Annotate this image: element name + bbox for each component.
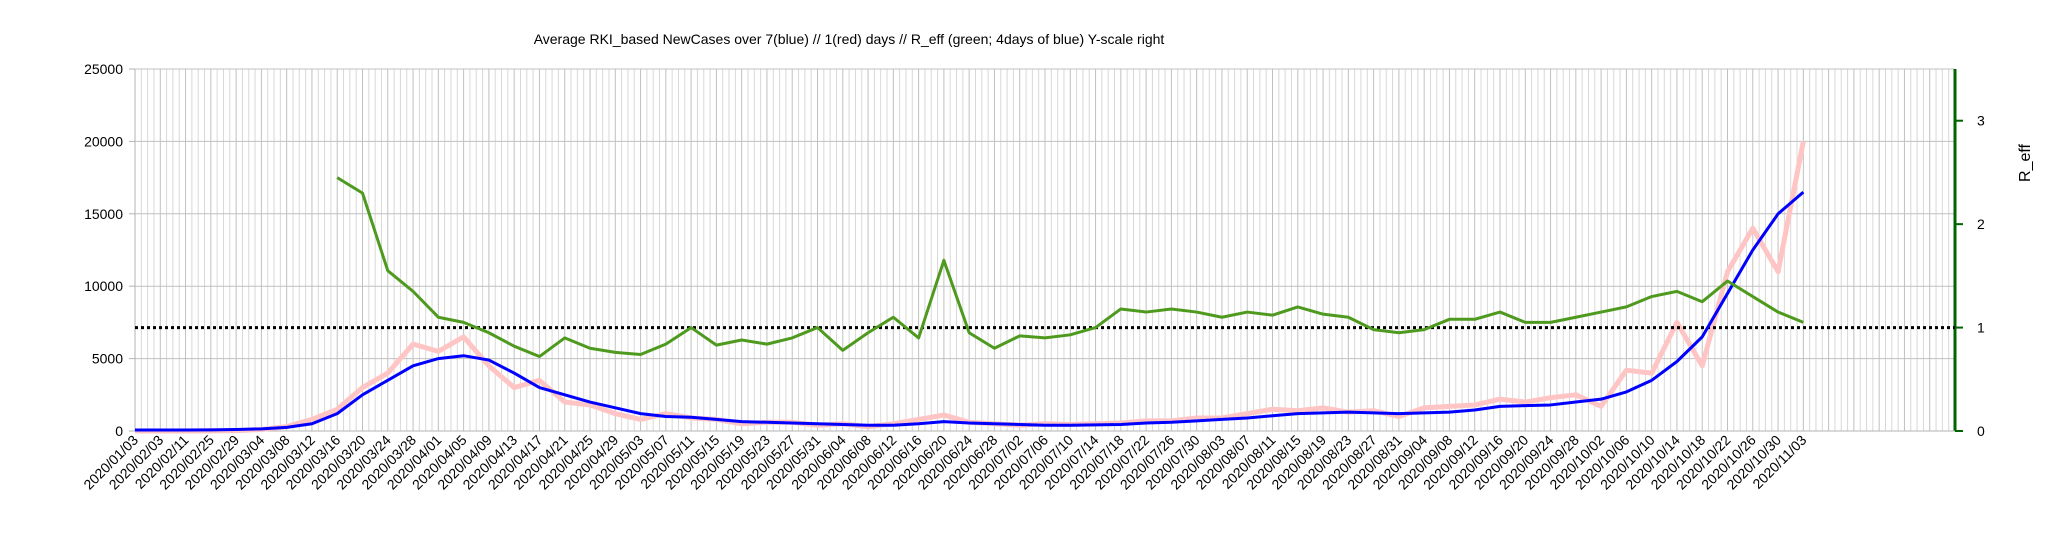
y2-axis-label: R_eff [2017, 143, 2034, 182]
series-line [336, 176, 1804, 359]
y-tick-label: 15000 [84, 206, 123, 222]
y2-tick-label: 2 [1977, 216, 1985, 232]
y-tick-label: 10000 [84, 278, 123, 294]
series-line [135, 190, 1805, 432]
y-tick-label: 25000 [84, 61, 123, 77]
y-tick-label: 20000 [84, 133, 123, 149]
y2-tick-label: 3 [1977, 113, 1985, 129]
y-tick-label: 5000 [92, 351, 123, 367]
chart-title: Average RKI_based NewCases over 7(blue) … [534, 31, 1165, 47]
y-tick-label: 0 [115, 423, 123, 439]
y2-tick-label: 1 [1977, 320, 1985, 336]
y2-tick-label: 0 [1977, 423, 1985, 439]
